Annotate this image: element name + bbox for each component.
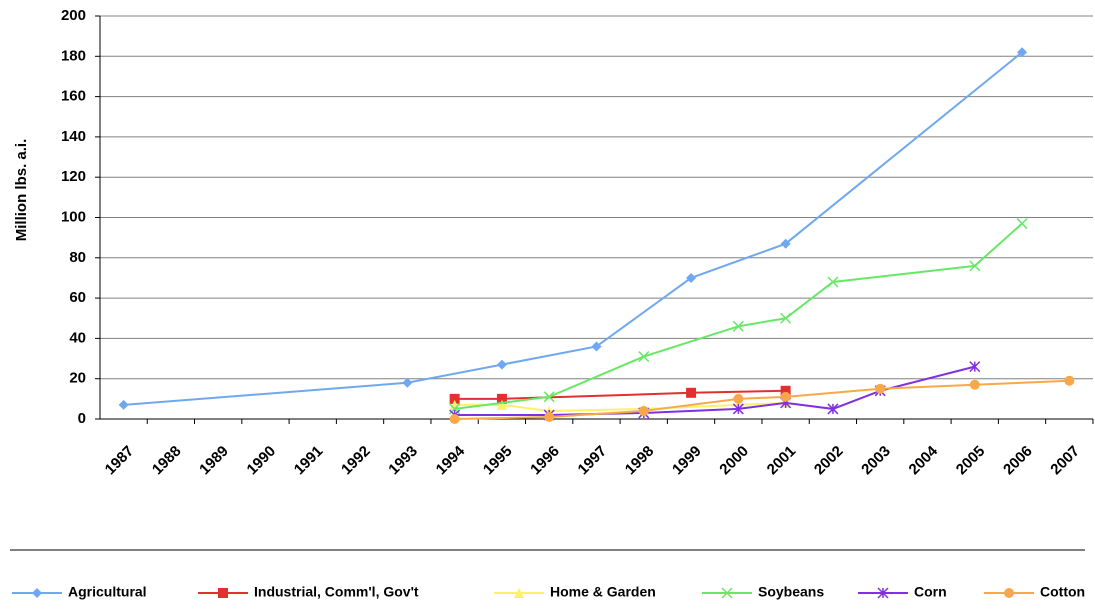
marker [780,391,791,402]
y-tick-label: 100 [61,208,86,225]
marker [780,238,791,249]
marker [402,377,413,388]
marker [875,383,886,394]
marker [496,399,507,410]
marker [591,341,602,352]
marker [686,272,697,283]
legend-label: Agricultural [68,584,147,600]
x-tick-label: 1996 [527,443,563,479]
marker [827,276,839,288]
marker [1064,375,1075,386]
marker [118,399,129,410]
legend-label: Corn [914,584,947,600]
marker [543,391,555,403]
x-tick-label: 2000 [716,443,752,479]
marker [638,351,650,363]
marker [1017,47,1028,58]
marker [780,385,791,396]
x-tick-label: 2001 [764,443,800,479]
marker [732,403,744,415]
x-tick-label: 1988 [149,443,185,479]
x-tick-label: 1993 [385,443,421,479]
x-tick-label: 2003 [858,443,894,479]
x-tick-label: 2004 [906,442,942,478]
marker [218,588,228,598]
x-tick-label: 1991 [291,443,327,479]
x-tick-label: 2006 [1000,443,1036,479]
marker [496,359,507,370]
marker [449,393,460,404]
marker [721,587,733,599]
marker [733,393,744,404]
x-tick-label: 1999 [669,443,705,479]
legend-label: Soybeans [758,584,824,600]
legend-label: Industrial, Comm'l, Gov't [254,584,419,600]
x-tick-label: 1994 [433,442,469,478]
y-tick-label: 0 [78,410,86,427]
series-line [123,51,1023,406]
marker [514,588,524,598]
x-tick-label: 1992 [338,443,374,479]
x-tick-label: 1989 [196,443,232,479]
marker [969,260,981,272]
marker [686,387,697,398]
marker [732,320,744,332]
x-tick-label: 1987 [102,443,138,479]
y-axis-label: Million lbs. a.i. [13,139,30,242]
y-tick-label: 20 [69,370,86,387]
legend-label: Cotton [1040,584,1085,600]
marker [496,393,507,404]
x-tick-label: 1995 [480,443,516,479]
marker [780,312,792,324]
x-tick-label: 2002 [811,443,847,479]
x-tick-label: 2005 [953,443,989,479]
x-tick-label: 1998 [622,443,658,479]
marker [449,414,460,424]
y-tick-label: 160 [61,88,86,105]
marker [969,361,981,373]
series-line [454,365,976,416]
marker [827,403,839,415]
y-tick-label: 40 [69,329,86,346]
series-line [454,379,1070,420]
marker [32,588,42,598]
y-tick-label: 200 [61,7,86,24]
marker [544,411,555,422]
y-tick-label: 180 [61,47,86,64]
y-tick-label: 120 [61,168,86,185]
marker [638,405,649,416]
series-line [454,389,786,400]
x-tick-label: 1990 [244,443,280,479]
marker [1004,588,1014,598]
y-tick-label: 60 [69,289,86,306]
marker [1016,218,1028,230]
x-tick-label: 2007 [1047,443,1083,479]
series-line [454,222,1023,410]
x-tick-label: 1997 [575,443,611,479]
marker [877,587,889,599]
marker [969,379,980,390]
y-tick-label: 140 [61,128,86,145]
y-tick-label: 80 [69,249,86,266]
legend-label: Home & Garden [550,584,656,600]
